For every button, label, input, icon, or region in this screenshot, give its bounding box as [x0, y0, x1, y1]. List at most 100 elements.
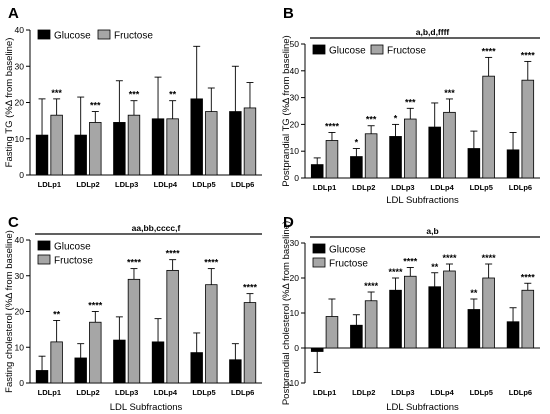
significance-marker: ****	[127, 258, 142, 268]
bar-glucose	[389, 289, 402, 349]
significance-label: a,b	[426, 226, 438, 236]
significance-marker: ****	[482, 253, 497, 263]
significance-marker: ***	[405, 97, 416, 107]
y-tick-label: 30	[290, 238, 300, 248]
bar-glucose	[35, 134, 49, 176]
y-tick-label: 40	[15, 25, 25, 35]
significance-marker: ***	[90, 101, 101, 111]
legend-swatch-fructose	[370, 44, 384, 55]
panel-letter: D	[283, 214, 294, 231]
y-tick-label: 10	[15, 342, 25, 352]
y-tick-label: 0	[294, 173, 299, 183]
bar-fructose	[482, 75, 495, 179]
bar-fructose	[205, 111, 218, 176]
legend-swatch-glucose	[37, 29, 51, 40]
bar-fructose	[89, 321, 102, 384]
bar-fructose	[521, 289, 535, 349]
y-axis-title: Fasting TG (%Δ from baseline)	[4, 38, 15, 168]
legend-swatch-fructose	[97, 29, 111, 40]
panel-letter: C	[8, 214, 19, 231]
bar-fructose	[364, 300, 378, 349]
bar-glucose	[229, 111, 242, 176]
bar-glucose	[506, 321, 520, 349]
significance-marker: ***	[129, 90, 140, 100]
bar-glucose	[310, 164, 324, 179]
category-label: LDLp1	[38, 180, 61, 189]
category-label: LDLp5	[192, 180, 215, 189]
legend-label-glucose: Glucose	[54, 242, 91, 253]
bar-glucose	[467, 309, 481, 349]
y-tick-label: 10	[290, 146, 300, 156]
legend-label-glucose: Glucose	[329, 245, 366, 256]
category-label: LDLp2	[352, 183, 375, 192]
bar-glucose	[74, 357, 87, 384]
bar-fructose	[404, 275, 417, 349]
y-tick-label: 0	[19, 378, 24, 388]
category-label: LDLp6	[231, 180, 254, 189]
y-tick-label: 20	[15, 307, 25, 317]
category-label: LDLp6	[231, 388, 254, 397]
y-tick-label: 20	[290, 119, 300, 129]
significance-marker: ****	[442, 253, 457, 263]
bar-glucose	[467, 148, 481, 179]
y-tick-label: 40	[290, 66, 300, 76]
significance-marker: *	[394, 113, 398, 123]
category-label: LDLp3	[391, 183, 414, 192]
legend-label-glucose: Glucose	[329, 46, 366, 57]
category-label: LDLp4	[154, 180, 178, 189]
significance-marker: **	[431, 262, 439, 272]
y-tick-label: 30	[15, 61, 25, 71]
x-axis-title: LDL Subfractions	[386, 402, 459, 413]
bar-glucose	[151, 118, 165, 176]
category-label: LDLp6	[509, 183, 532, 192]
bar-glucose	[229, 359, 242, 384]
bar-fructose	[89, 122, 102, 176]
category-label: LDLp2	[352, 388, 375, 397]
category-label: LDLp5	[470, 388, 493, 397]
significance-marker: ****	[88, 301, 103, 311]
bar-fructose	[166, 269, 179, 384]
category-label: LDLp3	[115, 180, 138, 189]
significance-marker: ****	[204, 258, 219, 268]
panel-letter: A	[8, 5, 19, 22]
significance-marker: **	[53, 309, 61, 319]
significance-marker: ****	[521, 272, 536, 282]
legend-swatch-glucose	[312, 243, 326, 254]
category-label: LDLp1	[38, 388, 61, 397]
bar-fructose	[243, 302, 257, 384]
bar-glucose	[506, 149, 520, 179]
category-label: LDLp4	[430, 183, 454, 192]
significance-marker: ****	[364, 281, 379, 291]
category-label: LDLp2	[76, 180, 99, 189]
bar-fructose	[443, 270, 456, 349]
significance-marker: ****	[521, 50, 536, 60]
legend-label-fructose: Fructose	[54, 256, 93, 267]
category-label: LDLp2	[76, 388, 99, 397]
bar-glucose	[310, 347, 324, 352]
significance-marker: ***	[51, 88, 62, 98]
legend-label-glucose: Glucose	[54, 31, 91, 42]
x-axis-title: LDL Subfractions	[110, 402, 183, 413]
legend-swatch-fructose	[37, 254, 51, 265]
bar-glucose	[350, 156, 363, 179]
legend-label-fructose: Fructose	[329, 259, 368, 270]
significance-marker: ****	[243, 283, 258, 293]
bar-fructose	[50, 341, 63, 384]
bar-glucose	[428, 286, 441, 349]
bar-fructose	[325, 140, 339, 179]
significance-marker: ****	[389, 267, 404, 277]
bar-glucose	[35, 370, 49, 384]
legend-swatch-fructose	[312, 257, 326, 268]
bar-fructose	[127, 114, 141, 176]
bar-fructose	[482, 277, 495, 349]
category-label: LDLp6	[509, 388, 532, 397]
legend-label-fructose: Fructose	[387, 46, 426, 57]
y-axis-title: Postprandial TG (%Δ from baseline)	[281, 35, 292, 186]
y-tick-label: 0	[19, 170, 24, 180]
y-tick-label: 10	[15, 134, 25, 144]
category-label: LDLp4	[430, 388, 454, 397]
bar-fructose	[404, 118, 417, 179]
